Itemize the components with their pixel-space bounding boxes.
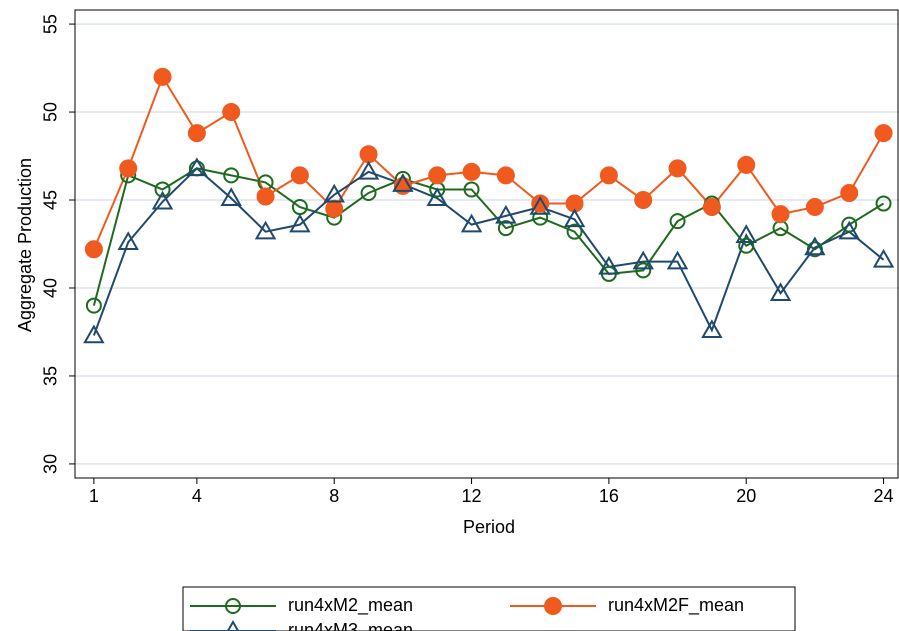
marker xyxy=(256,187,275,206)
marker xyxy=(735,224,757,243)
x-tick-label: 20 xyxy=(736,486,756,506)
marker xyxy=(290,166,309,185)
marker xyxy=(701,319,723,338)
y-tick-label: 40 xyxy=(41,278,61,298)
marker xyxy=(838,220,860,240)
x-axis-title: Period xyxy=(463,517,515,537)
marker xyxy=(875,195,892,212)
x-tick-label: 4 xyxy=(192,486,202,506)
marker xyxy=(154,181,171,198)
marker xyxy=(153,67,172,86)
marker xyxy=(254,220,277,240)
marker xyxy=(702,198,721,217)
legend-marker xyxy=(226,619,240,631)
marker xyxy=(840,183,859,202)
marker xyxy=(223,167,240,184)
marker xyxy=(186,157,208,177)
legend-label: run4xM2F_mean xyxy=(608,595,744,616)
marker xyxy=(769,282,792,302)
marker xyxy=(566,223,583,240)
marker xyxy=(841,216,858,233)
marker xyxy=(119,159,138,178)
marker xyxy=(392,173,414,192)
marker xyxy=(635,262,652,279)
marker xyxy=(669,213,686,230)
marker xyxy=(634,191,653,210)
series-line xyxy=(92,166,885,336)
y-tick-label: 45 xyxy=(41,190,61,210)
x-tick-label: 24 xyxy=(874,486,894,506)
marker xyxy=(357,160,380,180)
marker xyxy=(463,181,480,198)
x-tick-label: 8 xyxy=(329,486,339,506)
y-axis-title: Aggregate Production xyxy=(15,158,35,332)
plot-frame xyxy=(74,9,899,479)
marker xyxy=(83,324,105,344)
marker xyxy=(599,166,618,185)
marker xyxy=(428,166,447,185)
marker xyxy=(496,166,515,185)
marker xyxy=(531,194,550,213)
marker xyxy=(360,184,377,201)
marker xyxy=(117,231,139,250)
y-tick-label: 50 xyxy=(41,102,61,122)
marker xyxy=(563,208,586,228)
marker xyxy=(632,250,654,270)
legend-label: run4xM2_mean xyxy=(288,595,413,616)
marker xyxy=(737,155,756,174)
marker xyxy=(187,124,206,143)
legend-marker xyxy=(225,598,241,614)
marker xyxy=(85,297,102,314)
marker xyxy=(497,220,514,237)
marker xyxy=(738,237,755,254)
marker xyxy=(84,240,103,259)
y-tick-label: 35 xyxy=(41,366,61,386)
marker xyxy=(529,196,551,215)
y-tick-label: 55 xyxy=(41,14,61,34)
marker xyxy=(805,198,824,217)
marker xyxy=(359,145,378,164)
marker xyxy=(325,199,344,218)
marker xyxy=(460,213,483,233)
marker xyxy=(598,255,620,275)
legend-marker xyxy=(544,597,562,615)
marker xyxy=(222,103,241,122)
x-tick-label: 12 xyxy=(462,486,482,506)
legend-box xyxy=(182,586,796,631)
marker xyxy=(872,248,895,268)
marker xyxy=(495,204,517,224)
marker xyxy=(771,205,790,224)
x-tick-label: 1 xyxy=(89,486,99,506)
marker xyxy=(289,213,311,233)
marker xyxy=(426,187,448,207)
x-tick-label: 16 xyxy=(599,486,619,506)
marker xyxy=(874,124,893,143)
marker xyxy=(668,159,687,178)
marker xyxy=(151,190,174,210)
legend-label: run4xM3_mean xyxy=(288,620,413,631)
marker xyxy=(804,236,826,256)
marker xyxy=(462,162,481,181)
y-tick-label: 30 xyxy=(41,454,61,474)
marker xyxy=(666,250,689,270)
marker xyxy=(220,187,242,207)
marker xyxy=(323,183,345,203)
